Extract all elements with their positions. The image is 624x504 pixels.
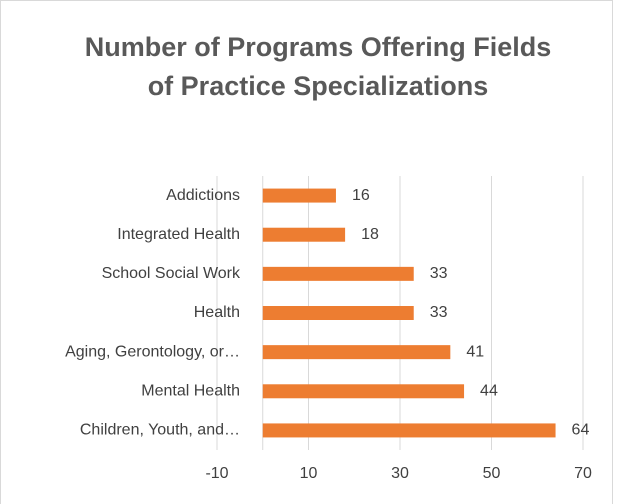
y-tick-label: Children, Youth, and…	[80, 422, 240, 439]
x-tick-label: 70	[574, 465, 592, 482]
data-label: 41	[466, 343, 484, 360]
y-tick-label: Health	[194, 304, 240, 321]
bar	[262, 266, 414, 281]
data-label: 18	[361, 226, 379, 243]
x-tick-label: 50	[483, 465, 501, 482]
y-tick-label: Addictions	[166, 187, 240, 204]
chart-title: Number of Programs Offering Fields of Pr…	[84, 32, 552, 101]
data-label: 16	[352, 187, 370, 204]
bar	[262, 188, 336, 203]
bar	[262, 306, 414, 320]
data-label: 33	[430, 265, 448, 282]
y-tick-label: Integrated Health	[117, 226, 240, 243]
bar	[262, 227, 346, 242]
x-tick-label: 10	[300, 465, 318, 482]
bar	[262, 423, 556, 438]
data-label: 44	[480, 383, 498, 400]
y-tick-label: School Social Work	[102, 265, 241, 282]
bar	[262, 345, 451, 360]
x-tick-label: 30	[391, 465, 409, 482]
data-label: 64	[572, 422, 590, 439]
data-label: 33	[430, 304, 448, 321]
y-tick-label: Aging, Gerontology, or…	[65, 343, 240, 360]
y-tick-label: Mental Health	[141, 383, 240, 400]
bar	[262, 384, 465, 399]
x-tick-label: -10	[205, 465, 228, 482]
